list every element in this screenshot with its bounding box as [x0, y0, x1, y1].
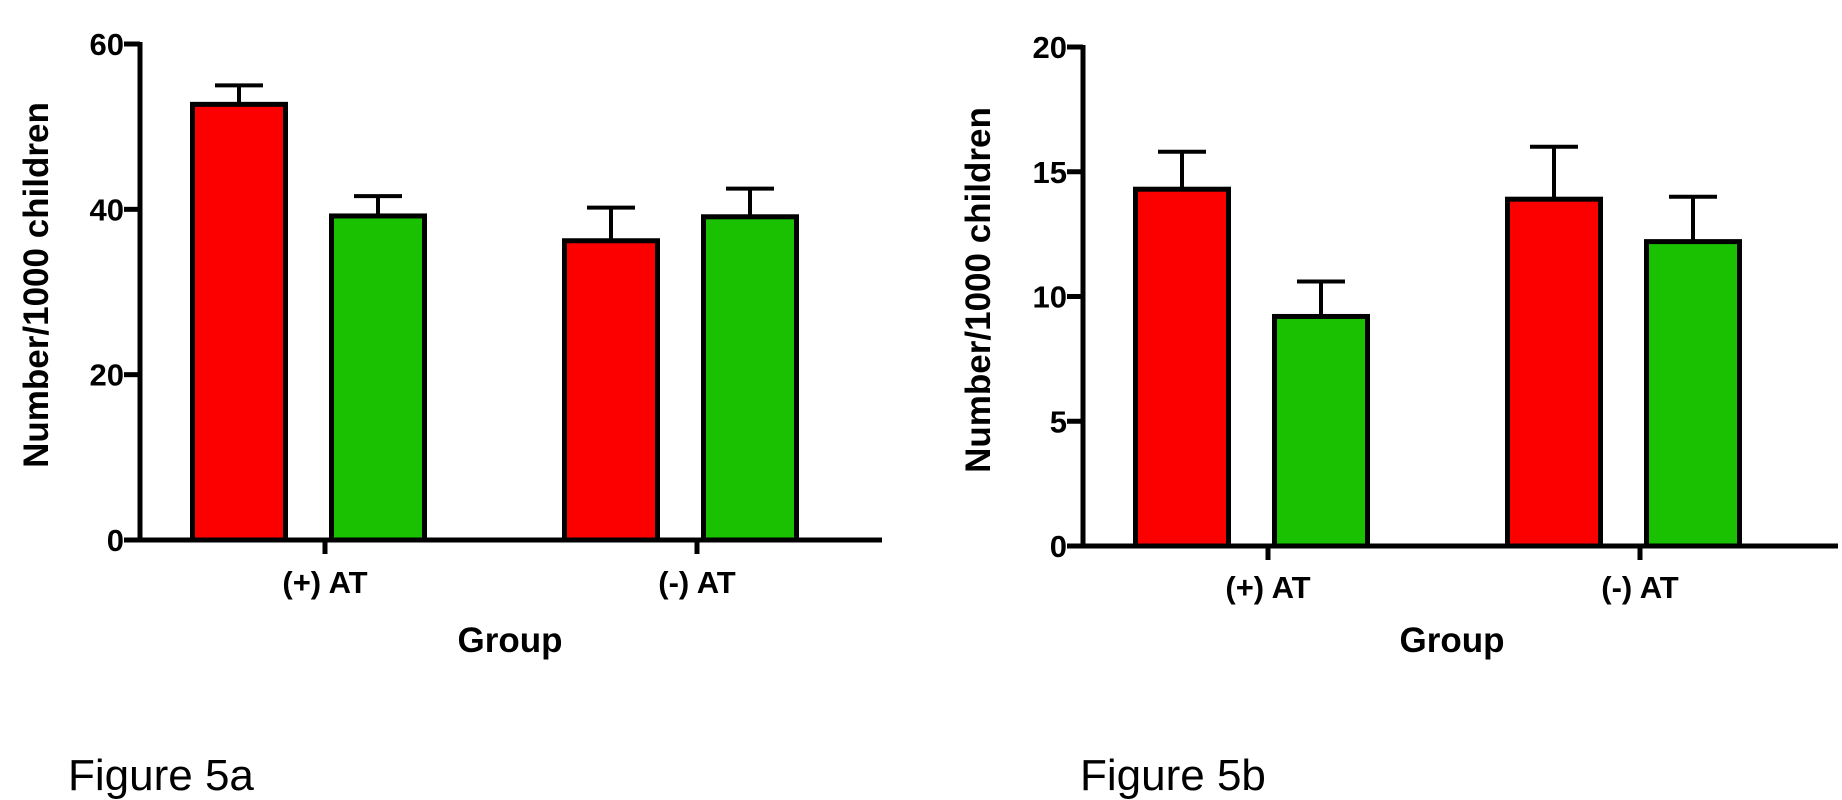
bar-series-0-group-0 — [190, 101, 288, 543]
chart-panel-a: 0 20 40 60 (+) AT (-) AT Group Number/1000 ch… — [17, 27, 882, 800]
x-tick-label-1: (-) AT — [1601, 570, 1679, 605]
y-tick-label-60: 60 — [90, 27, 124, 62]
bar-series-1-group-1 — [1644, 239, 1742, 549]
figure-caption: Figure 5a — [68, 751, 254, 800]
bar-series-0-group-1 — [1505, 196, 1603, 549]
bar-series-0-group-0 — [1133, 186, 1231, 549]
y-tick-label-20: 20 — [90, 358, 124, 393]
bar-series-1-group-0 — [1272, 313, 1370, 549]
y-tick-label-15: 15 — [1033, 155, 1067, 190]
tick-labels-group: 0 20 40 60 (+) AT (-) AT — [90, 27, 736, 600]
x-tick-label-1: (-) AT — [658, 565, 736, 600]
bar-series-1-group-1 — [701, 214, 799, 543]
y-tick-label-40: 40 — [90, 192, 124, 227]
bar-series-1-group-0 — [329, 213, 427, 543]
x-tick-label-0: (+) AT — [282, 565, 367, 600]
y-tick-label-10: 10 — [1033, 280, 1067, 315]
y-tick-label-5: 5 — [1050, 404, 1067, 439]
axes-group — [124, 41, 882, 554]
y-tick-label-0: 0 — [107, 523, 124, 558]
chart-panel-b: 0 5 10 15 20 (+) AT (-) AT Group Number/1000 c… — [959, 30, 1838, 800]
y-tick-label-0: 0 — [1050, 529, 1067, 564]
x-axis-title: Group — [1400, 621, 1505, 660]
y-tick-label-20: 20 — [1033, 30, 1067, 65]
bar-series-0-group-1 — [562, 238, 660, 543]
x-axis-title: Group — [458, 621, 563, 660]
axes-group — [1067, 44, 1838, 560]
bars-group — [1133, 144, 1742, 549]
y-axis-title: Number/1000 children — [17, 102, 56, 468]
x-tick-label-0: (+) AT — [1225, 570, 1310, 605]
bars-group — [190, 83, 799, 543]
figure-caption: Figure 5b — [1080, 751, 1266, 800]
y-axis-title: Number/1000 children — [959, 107, 998, 473]
tick-labels-group: 0 5 10 15 20 (+) AT (-) AT — [1033, 30, 1679, 605]
